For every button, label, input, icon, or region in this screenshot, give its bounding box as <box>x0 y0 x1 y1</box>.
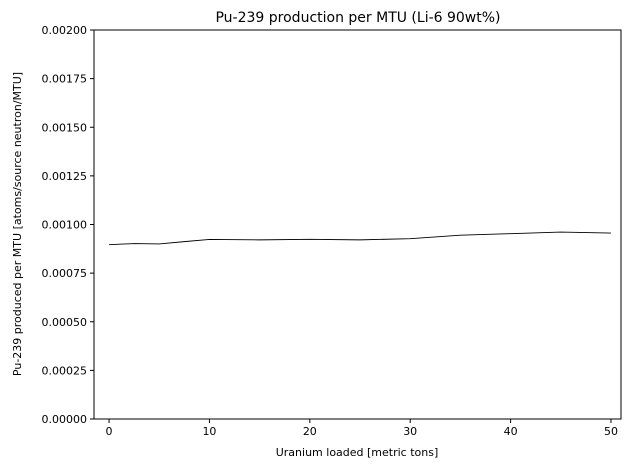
x-tick-label: 10 <box>202 425 216 438</box>
y-tick-label: 0.00175 <box>42 73 88 86</box>
x-tick-label: 30 <box>403 425 417 438</box>
y-tick-label: 0.00025 <box>42 364 88 377</box>
chart-title: Pu-239 production per MTU (Li-6 90wt%) <box>215 10 500 26</box>
y-axis-label: Pu-239 produced per MTU [atoms/source ne… <box>11 72 24 376</box>
y-axis: 0.00000 0.00025 0.00050 0.00075 0.00100 0.001… <box>42 24 94 426</box>
y-tick-label: 0.00075 <box>42 267 88 280</box>
plot-frame <box>93 29 622 420</box>
series-layer <box>109 231 611 246</box>
y-tick-label: 0.00050 <box>42 316 88 329</box>
x-tick-label: 20 <box>303 425 317 438</box>
y-tick-label: 0.00200 <box>42 24 88 37</box>
y-tick-label: 0.00125 <box>42 170 88 183</box>
x-axis: 0 10 20 30 40 50 <box>106 419 618 438</box>
x-tick-label: 50 <box>604 425 618 438</box>
x-tick-label: 40 <box>504 425 518 438</box>
y-tick-label: 0.00000 <box>42 413 88 426</box>
x-tick-label: 0 <box>106 425 113 438</box>
y-tick-label: 0.00150 <box>42 121 88 134</box>
series-line-pu-239 <box>109 231 611 246</box>
y-tick-label: 0.00100 <box>42 219 88 232</box>
x-axis-label: Uranium loaded [metric tons] <box>276 446 439 459</box>
